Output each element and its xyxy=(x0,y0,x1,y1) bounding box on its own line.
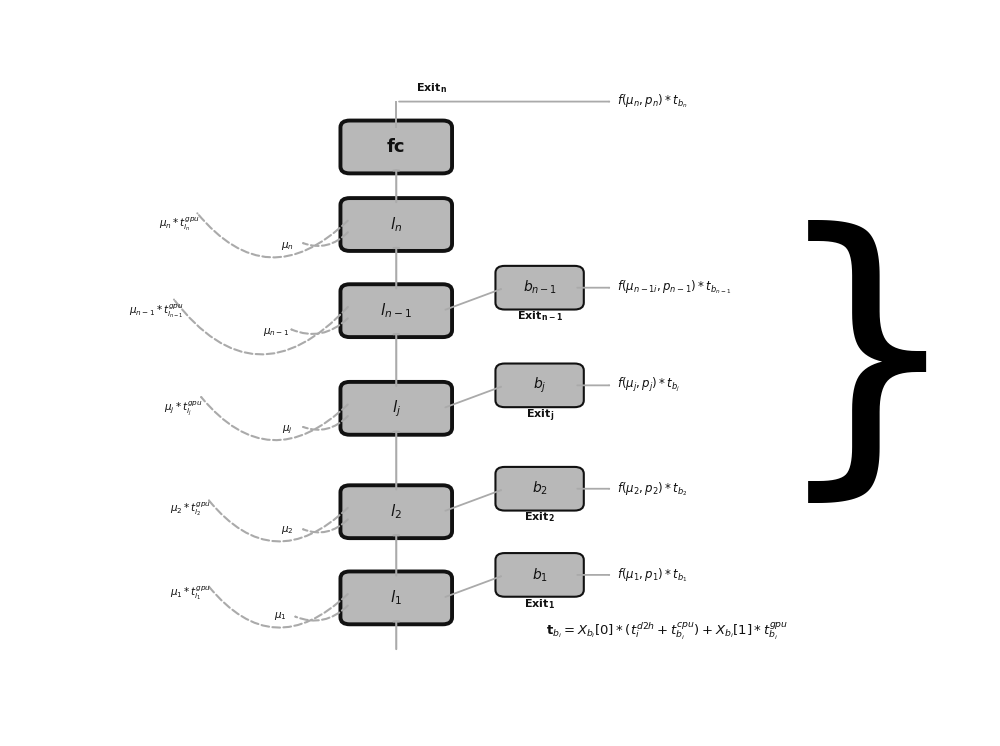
FancyArrowPatch shape xyxy=(303,519,348,533)
FancyArrowPatch shape xyxy=(445,490,501,511)
Text: $\mu_n$: $\mu_n$ xyxy=(281,239,294,251)
Text: $f(\mu_n, p_n) * t_{b_n}$: $f(\mu_n, p_n) * t_{b_n}$ xyxy=(617,93,688,110)
FancyArrowPatch shape xyxy=(209,501,348,542)
Text: $\mathbf{t}_{b_i} = X_{b_i}[0] * (t_i^{d2h} + t_{b_i}^{cpu}) + X_{b_i}[1] * t_{b: $\mathbf{t}_{b_i} = X_{b_i}[0] * (t_i^{d… xyxy=(546,621,789,642)
Text: $f(\mu_{n-1i}, p_{n-1}) * t_{b_{n-1}}$: $f(\mu_{n-1i}, p_{n-1}) * t_{b_{n-1}}$ xyxy=(617,279,732,296)
FancyArrowPatch shape xyxy=(292,319,348,334)
Text: $\mathbf{Exit_j}$: $\mathbf{Exit_j}$ xyxy=(526,407,554,424)
Text: $b_1$: $b_1$ xyxy=(532,566,548,583)
Text: $\mu_1 * t^{gpu}_{l_1}$: $\mu_1 * t^{gpu}_{l_1}$ xyxy=(170,584,211,602)
Text: $\mu_n * t^{gpu}_{l_n}$: $\mu_n * t^{gpu}_{l_n}$ xyxy=(159,216,200,233)
Text: $\mathbf{Exit_{n-1}}$: $\mathbf{Exit_{n-1}}$ xyxy=(517,310,563,323)
Text: $\mathbf{Exit_n}$: $\mathbf{Exit_n}$ xyxy=(416,81,447,95)
FancyArrowPatch shape xyxy=(209,586,348,627)
FancyBboxPatch shape xyxy=(340,571,452,624)
FancyArrowPatch shape xyxy=(303,416,348,430)
FancyBboxPatch shape xyxy=(340,121,452,173)
FancyArrowPatch shape xyxy=(197,213,348,257)
Text: $\mu_2 * t^{gpu}_{l_2}$: $\mu_2 * t^{gpu}_{l_2}$ xyxy=(170,500,211,518)
FancyArrowPatch shape xyxy=(445,386,501,407)
Text: $\mu_1$: $\mu_1$ xyxy=(274,610,286,622)
FancyBboxPatch shape xyxy=(340,198,452,251)
Text: $b_2$: $b_2$ xyxy=(532,480,548,498)
FancyBboxPatch shape xyxy=(340,382,452,435)
FancyBboxPatch shape xyxy=(340,486,452,538)
Text: $f(\mu_j, p_j) * t_{b_j}$: $f(\mu_j, p_j) * t_{b_j}$ xyxy=(617,376,681,395)
Text: $l_n$: $l_n$ xyxy=(390,215,402,233)
Text: $b_{n-1}$: $b_{n-1}$ xyxy=(523,279,557,296)
Text: $\mathbf{Exit_2}$: $\mathbf{Exit_2}$ xyxy=(524,510,555,524)
Text: $l_1$: $l_1$ xyxy=(390,589,402,607)
FancyArrowPatch shape xyxy=(174,300,348,354)
Text: $\mu_{n-1} * t^{gpu}_{l_{n-1}}$: $\mu_{n-1} * t^{gpu}_{l_{n-1}}$ xyxy=(129,302,183,319)
Text: $\mu_j$: $\mu_j$ xyxy=(282,424,293,436)
Text: $f(\mu_1, p_1) * t_{b_1}$: $f(\mu_1, p_1) * t_{b_1}$ xyxy=(617,566,688,583)
FancyArrowPatch shape xyxy=(295,606,348,621)
FancyArrowPatch shape xyxy=(445,289,501,310)
Text: fc: fc xyxy=(387,138,406,156)
Text: $\mathbf{Exit_1}$: $\mathbf{Exit_1}$ xyxy=(524,597,555,610)
FancyBboxPatch shape xyxy=(340,284,452,337)
FancyArrowPatch shape xyxy=(445,577,501,597)
FancyBboxPatch shape xyxy=(495,266,584,310)
Text: $l_2$: $l_2$ xyxy=(390,502,402,521)
Text: $\mu_{n-1}$: $\mu_{n-1}$ xyxy=(263,326,289,338)
Text: $l_j$: $l_j$ xyxy=(392,398,401,419)
Text: $b_j$: $b_j$ xyxy=(533,376,546,395)
FancyBboxPatch shape xyxy=(495,467,584,510)
Text: $f(\mu_2, p_2) * t_{b_2}$: $f(\mu_2, p_2) * t_{b_2}$ xyxy=(617,480,688,498)
Text: }: } xyxy=(770,219,965,517)
FancyBboxPatch shape xyxy=(495,363,584,407)
FancyArrowPatch shape xyxy=(303,232,348,246)
FancyBboxPatch shape xyxy=(495,553,584,597)
FancyArrowPatch shape xyxy=(201,397,348,440)
Text: $\mu_j * t^{gpu}_{l_j}$: $\mu_j * t^{gpu}_{l_j}$ xyxy=(164,399,202,418)
Text: $\mu_2$: $\mu_2$ xyxy=(281,524,294,536)
Text: $l_{n-1}$: $l_{n-1}$ xyxy=(380,301,412,320)
